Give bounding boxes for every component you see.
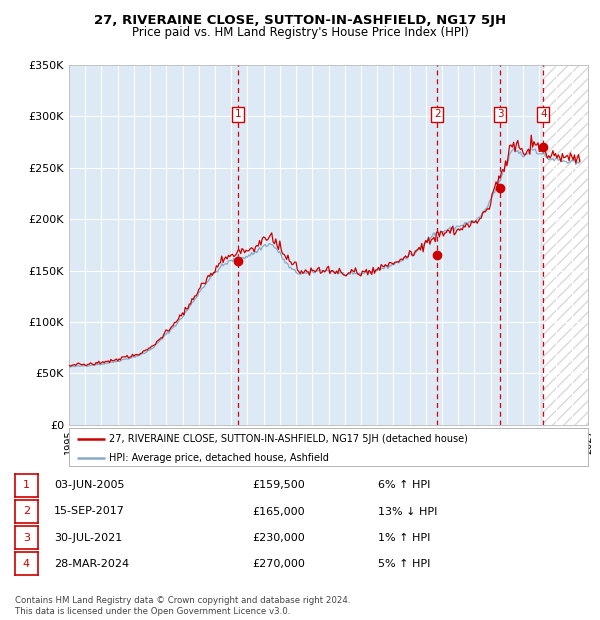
Text: 15-SEP-2017: 15-SEP-2017: [54, 507, 125, 516]
Text: £165,000: £165,000: [252, 507, 305, 516]
Bar: [544, 65, 588, 425]
Text: 13% ↓ HPI: 13% ↓ HPI: [378, 507, 437, 516]
Text: £159,500: £159,500: [252, 480, 305, 490]
Bar: [544, 65, 588, 425]
Text: Contains HM Land Registry data © Crown copyright and database right 2024.
This d: Contains HM Land Registry data © Crown c…: [15, 596, 350, 616]
Text: 1% ↑ HPI: 1% ↑ HPI: [378, 533, 430, 542]
Text: 30-JUL-2021: 30-JUL-2021: [54, 533, 122, 542]
Text: 6% ↑ HPI: 6% ↑ HPI: [378, 480, 430, 490]
Text: 5% ↑ HPI: 5% ↑ HPI: [378, 559, 430, 569]
Text: 4: 4: [540, 109, 547, 120]
Text: 3: 3: [497, 109, 503, 120]
Text: Price paid vs. HM Land Registry's House Price Index (HPI): Price paid vs. HM Land Registry's House …: [131, 26, 469, 39]
Text: 27, RIVERAINE CLOSE, SUTTON-IN-ASHFIELD, NG17 5JH: 27, RIVERAINE CLOSE, SUTTON-IN-ASHFIELD,…: [94, 14, 506, 27]
Text: 4: 4: [23, 559, 30, 569]
Text: 28-MAR-2024: 28-MAR-2024: [54, 559, 129, 569]
Text: 2: 2: [434, 109, 440, 120]
Text: £230,000: £230,000: [252, 533, 305, 542]
Text: £270,000: £270,000: [252, 559, 305, 569]
Text: 27, RIVERAINE CLOSE, SUTTON-IN-ASHFIELD, NG17 5JH (detached house): 27, RIVERAINE CLOSE, SUTTON-IN-ASHFIELD,…: [109, 433, 469, 443]
Text: HPI: Average price, detached house, Ashfield: HPI: Average price, detached house, Ashf…: [109, 453, 329, 463]
Text: 1: 1: [23, 480, 30, 490]
Text: 03-JUN-2005: 03-JUN-2005: [54, 480, 125, 490]
Text: 2: 2: [23, 507, 30, 516]
Text: 3: 3: [23, 533, 30, 542]
Text: 1: 1: [235, 109, 241, 120]
